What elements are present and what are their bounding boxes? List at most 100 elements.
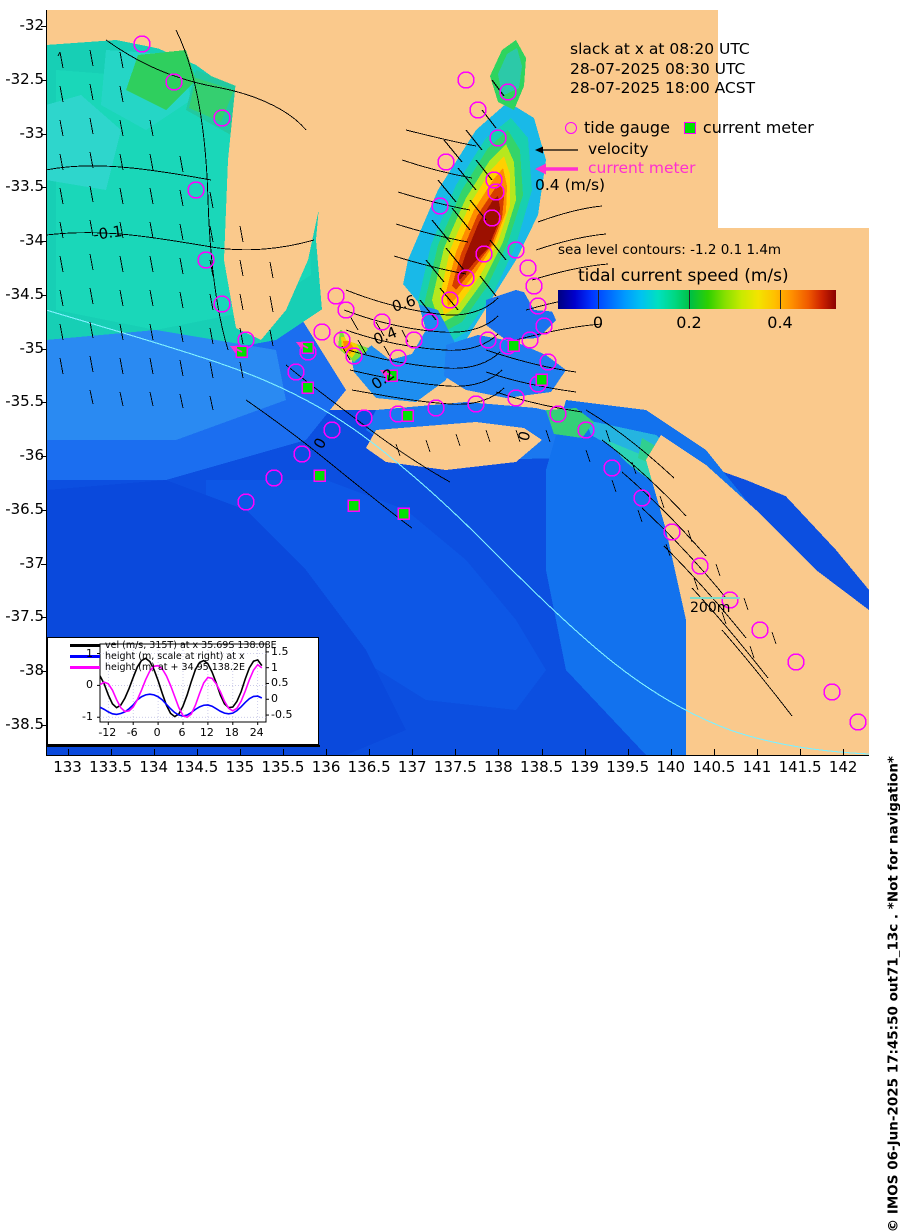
inset-x-label: -12 <box>98 726 117 739</box>
x-tick-mark <box>153 749 155 756</box>
x-tick-mark <box>670 749 672 756</box>
x-tick-mark <box>541 749 543 756</box>
timestamp-line-3: 28-07-2025 18:00 ACST <box>570 79 756 97</box>
x-tick-mark <box>800 749 802 756</box>
inset-graphic <box>97 643 269 725</box>
x-tick-mark <box>584 749 586 756</box>
current-meter-arrow-label: current meter <box>588 159 696 177</box>
y-tick-label: -32.5 <box>5 69 44 88</box>
x-tick-label: 133 <box>53 758 82 776</box>
x-tick-label: 135.5 <box>261 758 305 776</box>
colorbar-tick-2 <box>780 290 781 309</box>
tide-gauge-legend-label: tide gauge <box>584 118 670 137</box>
y-tick-label: -35.5 <box>5 392 44 411</box>
y-tick-label: -36.5 <box>5 499 44 518</box>
inset-x-label: 0 <box>153 726 161 739</box>
tide-gauge-icon <box>565 121 577 134</box>
y-tick-label: -35 <box>19 338 45 357</box>
x-tick-mark <box>326 749 328 756</box>
y-tick-mark <box>41 26 47 28</box>
inset-swatch-vel <box>70 644 100 647</box>
current-meter-arrow-row: current meter <box>535 159 695 178</box>
colorbar-label-0: 0 <box>592 313 604 332</box>
inset-y-right-label: 1.5 <box>271 644 289 658</box>
y-tick-mark <box>41 79 47 81</box>
scalebar-line <box>690 597 740 599</box>
y-tick-mark <box>41 348 47 350</box>
y-tick-mark <box>41 133 47 135</box>
x-tick-label: 136 <box>311 758 341 776</box>
credit-text: © IMOS 06-Jun-2025 17:45:50 out71_13c . … <box>885 756 900 1232</box>
inset-legend-label-0: vel (m/s, 315T) at x 35.69S 138.08E <box>105 640 277 651</box>
x-tick-mark <box>756 749 758 756</box>
x-tick-mark <box>369 749 371 756</box>
colorbar <box>558 290 836 309</box>
inset-y-left-label: -1 <box>82 710 93 724</box>
y-tick-mark <box>41 509 47 511</box>
colorbar-label-2: 0.4 <box>767 313 793 332</box>
x-tick-label: 137 <box>397 758 427 776</box>
x-tick-label: 139.5 <box>606 758 650 776</box>
inset-y-right-label: 0.5 <box>271 676 289 690</box>
inset-legend-label-2: height (m) at + 34.95 138.2E <box>105 662 245 673</box>
velocity-legend-row: velocity <box>535 140 695 159</box>
x-tick-mark <box>713 749 715 756</box>
reference-speed-label: 0.4 (m/s) <box>535 176 606 194</box>
x-tick-mark <box>412 749 414 756</box>
axis-left-spine <box>46 10 47 755</box>
timestamp-line-1: slack at x at 08:20 UTC <box>570 40 750 58</box>
x-tick-label: 138 <box>484 758 513 776</box>
arrow-legend: velocity current meter <box>535 140 695 178</box>
velocity-arrow-icon <box>535 146 578 153</box>
y-tick-label: -32 <box>19 16 45 35</box>
y-tick-label: -33 <box>19 123 45 142</box>
inset-series-2 <box>100 663 263 719</box>
inset-x-label: 18 <box>224 726 239 739</box>
inset-legend-row-1: height (m, scale at right) at x <box>70 651 277 662</box>
inset-series-1 <box>100 693 263 717</box>
contour-label-m01: -0.1 <box>92 222 124 244</box>
scalebar-label: 200m <box>690 600 731 616</box>
colorbar-tick-0 <box>598 290 599 309</box>
x-tick-label: 140.5 <box>692 758 736 776</box>
inset-y-right-label: 1 <box>271 660 278 674</box>
y-tick-mark <box>41 724 47 726</box>
y-tick-label: -37 <box>19 553 45 572</box>
inset-legend-row-2: height (m) at + 34.95 138.2E <box>70 662 277 673</box>
timestamp-annotation: slack at x at 08:20 UTC 28-07-2025 08:30… <box>570 40 755 99</box>
colorbar-title: tidal current speed (m/s) <box>578 266 789 286</box>
inset-swatch-height-plus <box>70 666 100 669</box>
y-tick-mark <box>41 241 47 243</box>
inset-swatch-height-x <box>70 655 100 658</box>
timestamp-line-2: 28-07-2025 08:30 UTC <box>570 59 746 78</box>
inset-x-label: 24 <box>249 726 264 739</box>
credit-block: © IMOS 06-Jun-2025 17:45:50 out71_13c . … <box>879 0 900 1232</box>
x-tick-label: 142 <box>828 758 858 776</box>
inset-baseline <box>47 745 320 747</box>
inset-legend-row-0: vel (m/s, 315T) at x 35.69S 138.08E <box>70 640 277 651</box>
y-tick-label: -38 <box>19 661 45 680</box>
inset-legend: vel (m/s, 315T) at x 35.69S 138.08E heig… <box>70 640 277 673</box>
y-tick-label: -33.5 <box>5 177 44 196</box>
inset-y-right-label: -0.5 <box>271 708 293 722</box>
sea-level-contour-note: sea level contours: -1.2 0.1 1.4m <box>558 242 782 258</box>
inset-timeseries-plot[interactable]: vel (m/s, 315T) at x 35.69S 138.08E heig… <box>47 637 319 745</box>
inset-x-label: 6 <box>178 726 186 739</box>
x-tick-label: 138.5 <box>520 758 563 776</box>
y-tick-mark <box>41 671 47 673</box>
x-tick-mark <box>239 749 241 756</box>
y-tick-label: -38.5 <box>5 714 44 733</box>
x-tick-mark <box>110 749 112 756</box>
y-tick-mark <box>41 617 47 619</box>
y-tick-mark <box>41 187 47 189</box>
x-tick-label: 141 <box>742 758 772 776</box>
x-tick-mark <box>455 749 457 756</box>
y-tick-label: -37.5 <box>5 607 44 626</box>
figure-root: -0.1 0.6 0.4 0.2 0 0 slack at x at 08:20… <box>5 0 900 1232</box>
y-tick-label: -34.5 <box>5 284 44 303</box>
marker-legend: tide gauge current meter <box>565 118 814 137</box>
inset-y-left-label: 1 <box>86 646 93 660</box>
y-tick-mark <box>41 402 47 404</box>
current-meter-arrow-icon <box>535 163 578 174</box>
x-tick-label: 134.5 <box>175 758 219 776</box>
